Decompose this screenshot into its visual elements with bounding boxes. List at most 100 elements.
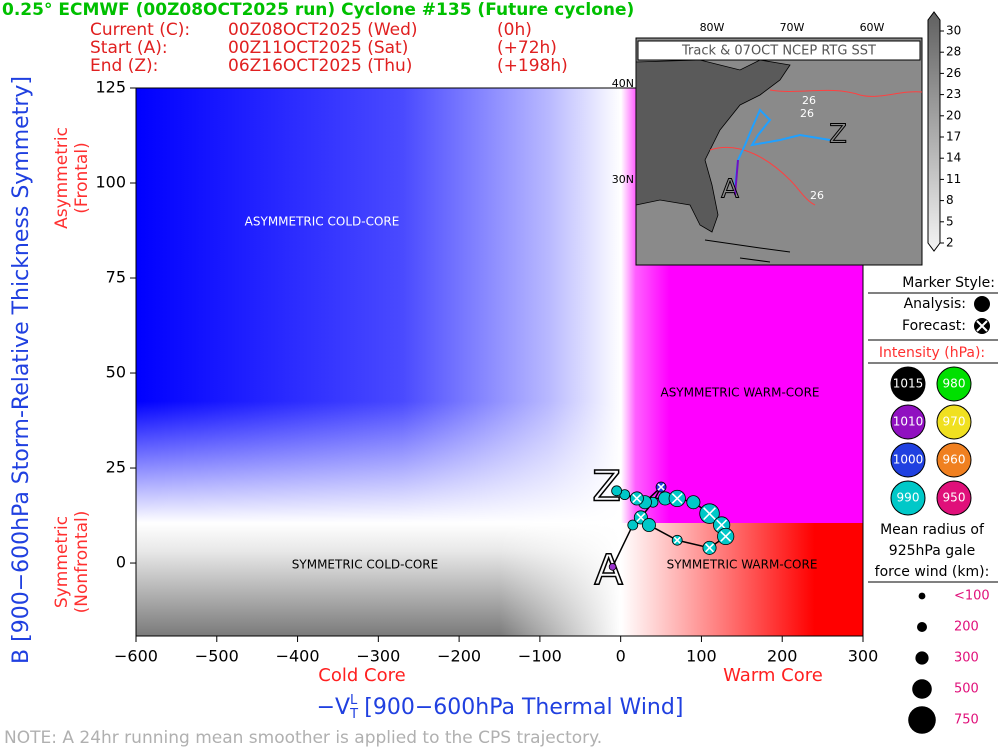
legend-title: 925hPa gale (889, 543, 975, 559)
inset-lat-label: 30N (612, 173, 634, 186)
x-tick-label: 100 (686, 647, 717, 666)
colorbar-tick-label: 28 (946, 45, 961, 59)
inset-contour-label: 26 (810, 189, 824, 202)
legend-title: Intensity (hPa): (879, 345, 985, 361)
legend-intensity-swatch (936, 366, 972, 402)
legend-title: Mean radius of (880, 522, 985, 538)
x-tick-label: 300 (848, 647, 879, 666)
plot-background (135, 87, 864, 637)
x-axis-label: −VTL [900−600hPa Thermal Wind] (317, 693, 684, 722)
inset-title: Track & 07OCT NCEP RTG SST (681, 44, 876, 59)
forecast-cross (673, 536, 681, 544)
legend-intensity-label: 970 (943, 415, 966, 429)
legend: Marker Style: Analysis: Forecast: Intens… (868, 275, 998, 734)
x-tick-label: 200 (767, 647, 798, 666)
legend-intensity-swatch (890, 442, 926, 478)
y-tick-label: 0 (116, 553, 126, 572)
legend-radius-marker (918, 592, 926, 600)
forecast-cross (704, 543, 715, 553)
legend-label: Analysis: (904, 296, 966, 312)
analysis-marker (608, 563, 617, 571)
x-tick-label: −100 (518, 647, 562, 666)
legend-analysis-marker (974, 296, 990, 312)
y-tick-label: 125 (95, 78, 126, 97)
colorbar-tick-label: 8 (946, 193, 954, 207)
inset-contour-label: 26 (800, 107, 814, 120)
colorbar-tick-label: 2 (946, 236, 954, 250)
legend-intensity-label: 1010 (893, 415, 924, 429)
legend-intensity-label: 980 (943, 377, 966, 391)
inset-title-box (637, 40, 921, 61)
legend-intensity-label: 990 (897, 491, 920, 505)
region-fade (136, 88, 621, 523)
sst-contour (709, 89, 923, 206)
quadrant-label: SYMMETRIC WARM-CORE (667, 558, 818, 572)
legend-intensity-label: 950 (943, 491, 966, 505)
x-tick-label: −300 (356, 647, 400, 666)
legend-label: Forecast: (902, 318, 966, 334)
header-cell: End (Z): (90, 56, 158, 76)
legend-radius-marker (915, 651, 929, 665)
inset-contour-label: 26 (802, 94, 816, 107)
plot: −600 −500 −400 −300 −200 −100 0 100 200 300 0 25 50 7… (95, 78, 878, 666)
colorbar-tick-label: 5 (946, 214, 954, 228)
legend-radius-label: 300 (954, 651, 979, 666)
analysis-marker (611, 485, 623, 497)
header-cell: (+72h) (497, 38, 557, 58)
title: 0.25° ECMWF (00Z08OCT2025 run) Cyclone #… (2, 0, 634, 20)
analysis-marker (686, 495, 701, 510)
inset-track (734, 159, 739, 196)
forecast-cross (671, 492, 683, 504)
inset-lon-label: 70W (780, 21, 805, 34)
inset-end: Z (829, 120, 847, 150)
plot-frame (135, 87, 864, 637)
legend-intensity-label: 960 (943, 453, 966, 467)
forecast-cross (720, 530, 732, 542)
y-tick-label: 25 (106, 458, 126, 477)
forecast-cross (636, 512, 646, 522)
inset-lon-label: 60W (860, 21, 885, 34)
y-tick-label: 75 (106, 268, 126, 287)
legend-title: force wind (km): (875, 564, 990, 580)
legend-title: Marker Style: (902, 275, 995, 291)
note: NOTE: A 24hr running mean smoother is ap… (4, 728, 602, 748)
quadrant-label: ASYMMETRIC COLD-CORE (245, 215, 400, 229)
analysis-marker (641, 518, 656, 533)
inset-lat-label: 40N (612, 77, 634, 90)
x-label-part: [900−600hPa Thermal Wind] (357, 695, 683, 720)
x-label-part: −V (317, 695, 350, 720)
quadrant-label: SYMMETRIC COLD-CORE (292, 558, 438, 572)
y-axis-label: B [900−600hPa Storm-Relative Thickness S… (9, 76, 34, 664)
inset-start: A (721, 175, 739, 205)
quadrant-label: ASYMMETRIC WARM-CORE (660, 386, 819, 400)
y-side-label: Symmetric (52, 516, 72, 608)
y-side-label: Asymmetric (52, 127, 72, 229)
legend-intensity-label: 1015 (893, 377, 924, 391)
inset-lon-label: 80W (700, 21, 725, 34)
header-cell: 00Z08OCT2025 (Wed) (228, 20, 418, 40)
x-tick-label: −600 (114, 647, 158, 666)
legend-forecast-cross (976, 320, 988, 332)
colorbar-tick-label: 26 (946, 66, 961, 80)
legend-intensity-swatch (936, 442, 972, 478)
legend-intensity-swatch (890, 366, 926, 402)
legend-radius-marker (908, 706, 936, 734)
y-tick-label: 50 (106, 363, 126, 382)
colorbar-tick-label: 20 (946, 108, 961, 122)
legend-radius-marker (912, 679, 932, 699)
forecast-cross (657, 483, 665, 491)
region-fade (136, 523, 621, 636)
x-tick-label: −500 (195, 647, 239, 666)
legend-intensity-swatch (890, 404, 926, 440)
header-cell: Start (A): (90, 38, 168, 58)
islands (704, 239, 791, 263)
inset-map: A Z Track & 07OCT NCEP RTG SST 80W 70W 6… (612, 11, 961, 266)
x-tick-label: 0 (616, 647, 626, 666)
header-cell: 06Z16OCT2025 (Thu) (228, 56, 412, 76)
header-cell: (0h) (497, 20, 532, 40)
header-cell: 00Z11OCT2025 (Sat) (228, 38, 408, 58)
x-side-label: Warm Core (723, 665, 823, 686)
header-cell: (+198h) (497, 56, 568, 76)
header-cell: Current (C): (90, 20, 190, 40)
